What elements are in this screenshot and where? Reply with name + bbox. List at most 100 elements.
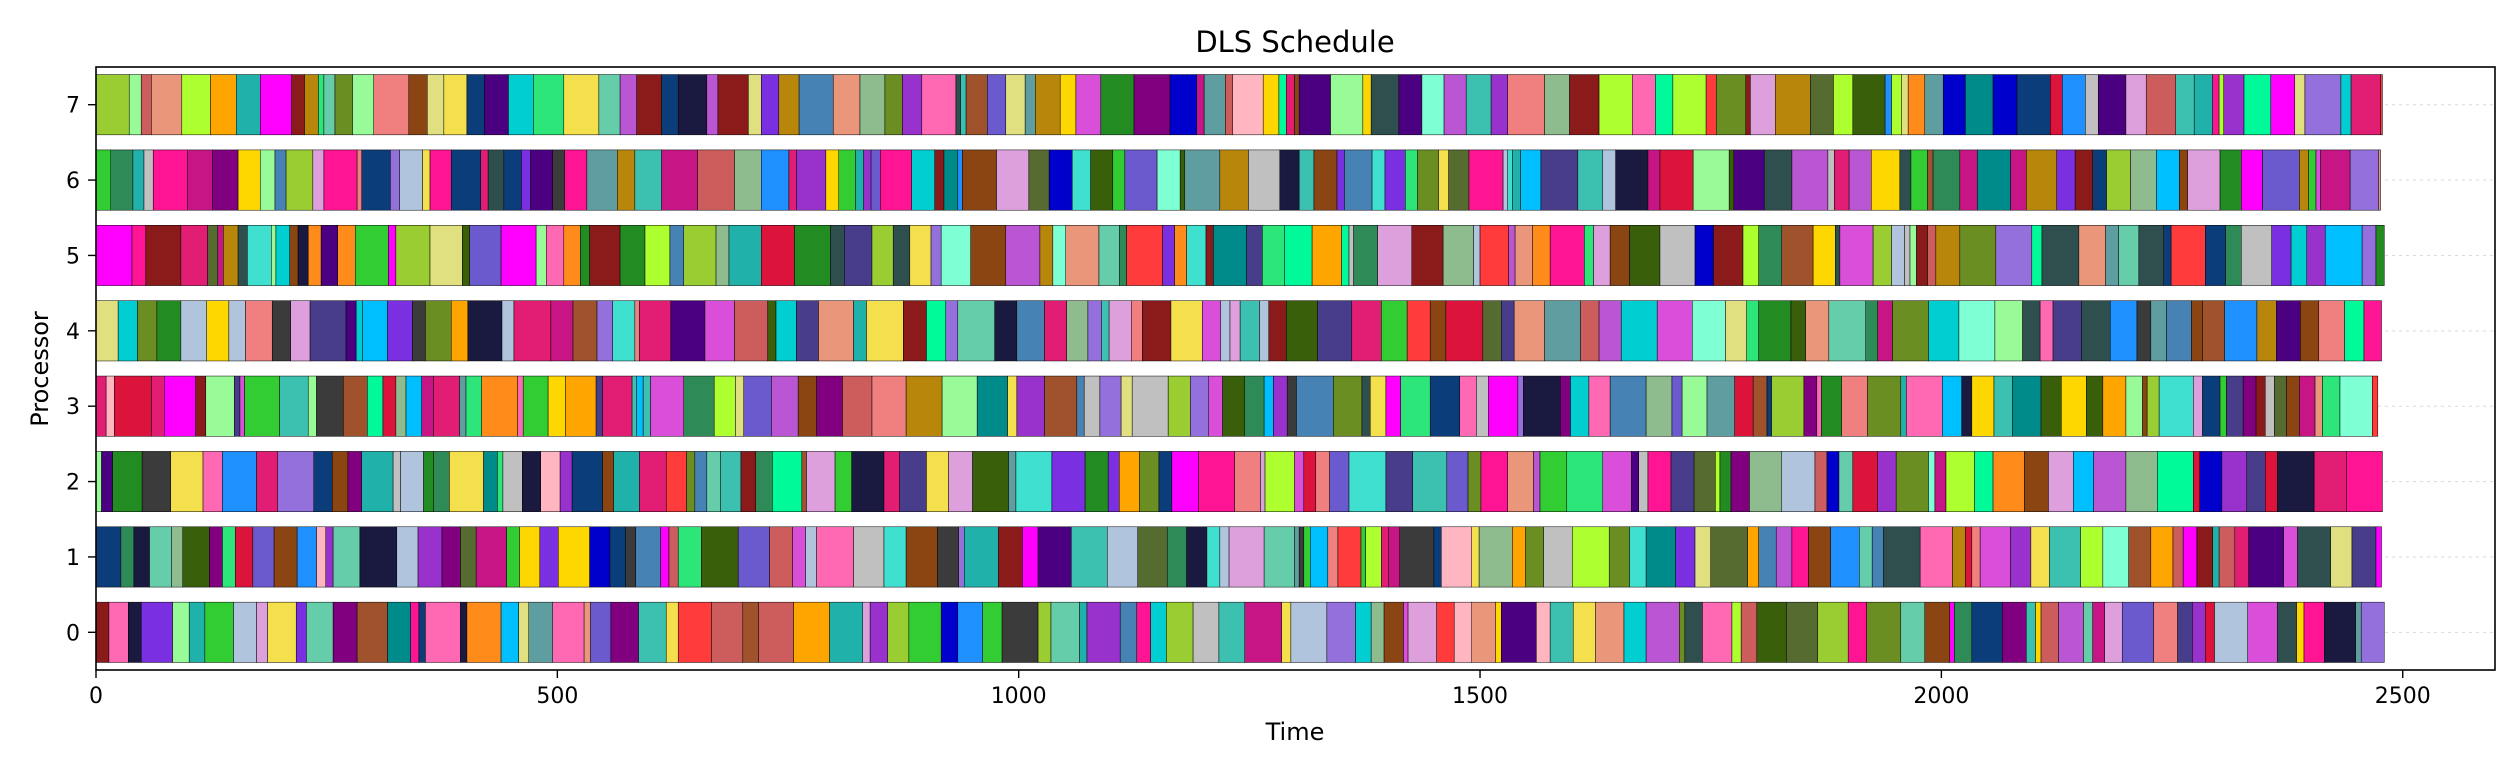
task-bar [2303,601,2325,663]
task-bar [734,149,762,211]
x-tick-label: 1000 [991,684,1047,709]
task-bar [2308,149,2317,211]
task-bar [1883,526,1921,588]
task-bar [449,451,484,512]
chart-title: DLS Schedule [1195,25,1394,59]
task-bar [237,225,248,286]
task-bar [1877,451,1897,512]
task-bar [2093,451,2127,512]
task-bar [1647,149,1661,211]
task-bar [2035,601,2042,663]
task-bar [1337,526,1362,588]
task-bar [1179,149,1186,211]
task-bar [743,375,772,437]
task-bar [1544,300,1581,362]
task-bar [930,225,942,286]
task-bar [1083,375,1101,437]
task-bar [619,225,646,286]
task-bar [945,300,959,362]
task-bar [362,300,388,362]
task-bar [2205,225,2226,286]
task-bar [1609,375,1647,437]
task-bar [1834,149,1850,211]
task-bar [642,375,651,437]
task-bar [1184,149,1221,211]
y-tick-label: 5 [66,244,80,269]
task-bar [2142,375,2148,437]
task-bar [866,300,904,362]
x-tick-label: 1500 [1452,684,1508,709]
task-bar [285,149,314,211]
task-bar [235,74,261,136]
task-bar [1775,526,1793,588]
task-bar [1710,526,1748,588]
task-bar [1015,451,1053,512]
task-bar [1507,451,1534,512]
x-axis-title: Time [1265,718,1325,746]
task-bar [429,225,463,286]
task-bar [694,451,708,512]
task-bar [141,451,171,512]
task-bar [998,526,1023,588]
task-bar [95,451,102,512]
task-bar [1107,526,1138,588]
task-bar [2097,74,2127,136]
task-bar [1232,74,1264,136]
task-bar [289,225,299,286]
task-bar [521,149,531,211]
task-bar [816,526,854,588]
task-bar [563,74,600,136]
task-bar [347,451,362,512]
task-bar [2375,526,2382,588]
task-bar [1371,149,1386,211]
task-bar [842,375,873,437]
task-bar [2283,526,2298,588]
task-bar [1303,451,1317,512]
task-bar [2271,225,2292,286]
task-bar [2256,300,2277,362]
task-bar [1949,601,1955,663]
task-bar [552,601,585,663]
task-bar [644,225,671,286]
task-bar [1222,375,1246,437]
task-bar [396,526,419,588]
task-bar [1075,74,1102,136]
task-bar [1791,526,1809,588]
task-bar [1781,451,1816,512]
task-bar [1945,451,1975,512]
task-bar [2262,149,2300,211]
task-bar [908,601,942,663]
task-bar [2039,300,2054,362]
task-bar [1071,526,1108,588]
task-bar [382,375,397,437]
task-bar [1598,300,1622,362]
processor-row-6 [95,149,2381,211]
task-bar [2294,74,2306,136]
task-bar [1190,375,1210,437]
task-bar [1539,451,1568,512]
task-bar [1066,300,1089,362]
task-bar [2074,149,2093,211]
task-bar [734,300,768,362]
task-bar [2024,451,2049,512]
task-bar [222,526,236,588]
task-bar [1480,451,1508,512]
task-bar [425,300,452,362]
task-bar [1098,225,1120,286]
task-bar [1459,375,1477,437]
task-bar [1488,375,1519,437]
task-bar [2058,601,2084,663]
task-bar [1919,526,1953,588]
task-bar [466,74,485,136]
task-bar [625,526,637,588]
task-bar [387,601,411,663]
task-bar [1909,225,1917,286]
task-bar [1229,300,1241,362]
task-bar [1467,451,1482,512]
task-bar [838,149,856,211]
task-bar [669,225,685,286]
task-bar [205,375,235,437]
task-bar [887,601,910,663]
task-bar [943,149,959,211]
task-bar [2224,300,2258,362]
